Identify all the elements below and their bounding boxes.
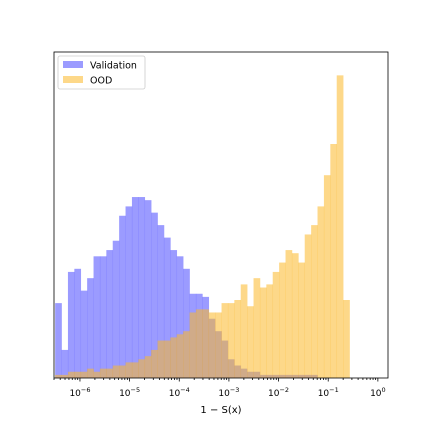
validation-bar: [151, 212, 158, 378]
validation-bar: [87, 278, 94, 378]
ood-bar: [298, 262, 306, 378]
ood-bar: [279, 262, 286, 378]
legend: Validation OOD: [57, 55, 146, 90]
validation-bar: [138, 197, 146, 378]
ood-bar: [266, 284, 274, 378]
ood-bar: [151, 349, 158, 378]
ood-bar: [131, 362, 139, 378]
validation-bar: [99, 256, 107, 378]
ood-bar: [138, 359, 146, 378]
ood-bar: [80, 371, 88, 378]
ood-bar: [67, 371, 75, 378]
x-axis-ticks: 10−6 10−5 10−4 10−3 10−2 10−1 100: [53, 378, 386, 399]
ood-bar: [55, 374, 62, 378]
ood-bar: [119, 365, 126, 378]
ood-bar: [304, 234, 312, 378]
ood-bar: [215, 312, 222, 378]
ood-bar: [221, 303, 229, 378]
ood-bar: [259, 287, 267, 378]
x-tick-label: 10−5: [119, 386, 140, 399]
validation-bar: [125, 206, 133, 378]
validation-bar: [119, 215, 126, 378]
ood-bar: [183, 331, 190, 378]
ood-bar: [93, 371, 101, 378]
ood-bar: [125, 362, 133, 378]
ood-bar: [227, 303, 235, 378]
validation-bar: [93, 256, 101, 378]
ood-bar: [272, 271, 280, 378]
validation-bar: [112, 240, 120, 378]
x-tick-label: 10−3: [218, 386, 239, 399]
validation-bar: [170, 250, 178, 378]
validation-bar: [80, 290, 88, 378]
validation-bar: [144, 200, 152, 378]
legend-swatch-validation: [63, 61, 83, 68]
x-tick-label: 10−1: [318, 386, 339, 399]
validation-bar: [61, 349, 69, 378]
ood-bar: [311, 225, 318, 378]
ood-bar: [240, 284, 248, 378]
ood-bar: [323, 175, 331, 378]
x-tick-label: 10−2: [268, 386, 289, 399]
legend-label-ood: OOD: [90, 76, 112, 87]
ood-bar: [202, 309, 210, 378]
ood-bar: [195, 309, 203, 378]
ood-bar: [247, 306, 254, 378]
validation-bar: [163, 237, 171, 378]
validation-bar: [157, 225, 165, 378]
legend-label-validation: Validation: [90, 61, 137, 72]
ood-bar: [106, 368, 114, 378]
ood-bar: [99, 368, 107, 378]
x-tick-label: 10−4: [169, 386, 190, 399]
x-tick-label: 100: [370, 386, 386, 399]
ood-bar: [208, 312, 216, 378]
ood-bar: [61, 374, 69, 378]
validation-bar: [183, 268, 190, 378]
ood-bar: [112, 365, 120, 378]
ood-bar: [234, 300, 242, 378]
legend-swatch-ood: [63, 76, 83, 83]
ood-bar: [163, 340, 171, 378]
ood-bar: [87, 368, 94, 378]
validation-bar: [67, 271, 75, 378]
validation-bar: [106, 250, 114, 378]
validation-bar: [74, 268, 82, 378]
ood-bar: [157, 340, 165, 378]
ood-bar: [291, 253, 299, 378]
ood-bar: [170, 337, 178, 378]
ood-bar: [253, 278, 261, 378]
validation-bar: [55, 303, 62, 378]
validation-bar: [131, 197, 139, 378]
ood-bar: [317, 206, 325, 378]
ood-bar: [336, 75, 344, 379]
ood-bar: [176, 334, 184, 378]
ood-bar: [144, 356, 152, 378]
x-axis-label: 1 − S(x): [200, 405, 241, 416]
validation-bar: [176, 256, 184, 378]
ood-bar: [74, 371, 82, 378]
ood-bar: [330, 144, 338, 378]
x-tick-label: 10−6: [69, 386, 90, 399]
ood-bar: [189, 312, 197, 378]
ood-bars: [55, 75, 350, 379]
ood-bar: [285, 250, 293, 378]
ood-bar: [343, 300, 350, 378]
